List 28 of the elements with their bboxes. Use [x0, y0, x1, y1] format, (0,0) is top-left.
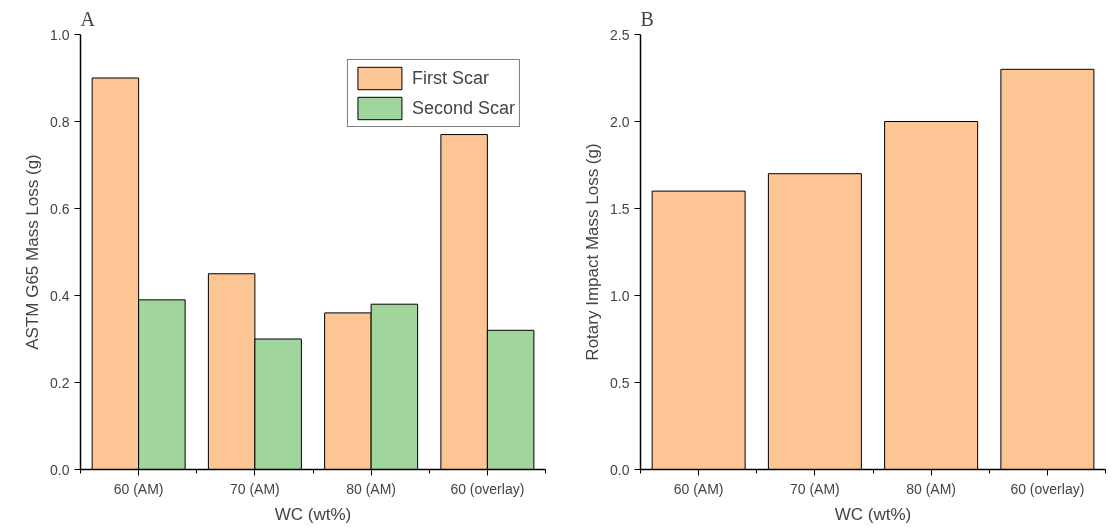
- y-tick-label: 0.0: [50, 461, 70, 478]
- y-tick-label: 0.5: [610, 374, 630, 391]
- y-tick-label: 0.0: [610, 461, 630, 478]
- x-tick-label: 60 (overlay): [1010, 480, 1085, 497]
- y-tick-label: 1.0: [50, 26, 70, 43]
- x-tick-label: 60 (AM): [113, 480, 164, 497]
- y-tick-label: 0.4: [50, 287, 70, 304]
- x-tick-label: 70 (AM): [789, 480, 840, 497]
- x-tick-label: 60 (AM): [673, 480, 724, 497]
- y-tick-label: 2.0: [610, 113, 630, 130]
- x-tick-label: 80 (AM): [906, 480, 957, 497]
- y-tick-label: 2.5: [610, 26, 630, 43]
- x-tick-label: 80 (AM): [346, 480, 397, 497]
- y-tick-label: 0.6: [50, 200, 70, 217]
- y-axis-title: ASTM G65 Mass Loss (g): [23, 154, 43, 350]
- x-tick-label: 70 (AM): [229, 480, 280, 497]
- chart-title: A: [80, 7, 96, 30]
- y-tick-label: 1.0: [610, 287, 630, 304]
- x-axis-title: WC (wt%): [274, 504, 352, 524]
- y-tick-label: 0.8: [50, 113, 70, 130]
- y-tick-label: 1.5: [610, 200, 630, 217]
- x-tick-label: 60 (overlay): [450, 480, 525, 497]
- legend-label: First Scar: [411, 67, 489, 89]
- legend-label: Second Scar: [411, 97, 515, 119]
- y-tick-label: 0.2: [50, 374, 70, 391]
- y-axis-title: Rotary Impact Mass Loss (g): [583, 143, 603, 361]
- x-axis-title: WC (wt%): [834, 504, 912, 524]
- chart-title: B: [640, 7, 654, 30]
